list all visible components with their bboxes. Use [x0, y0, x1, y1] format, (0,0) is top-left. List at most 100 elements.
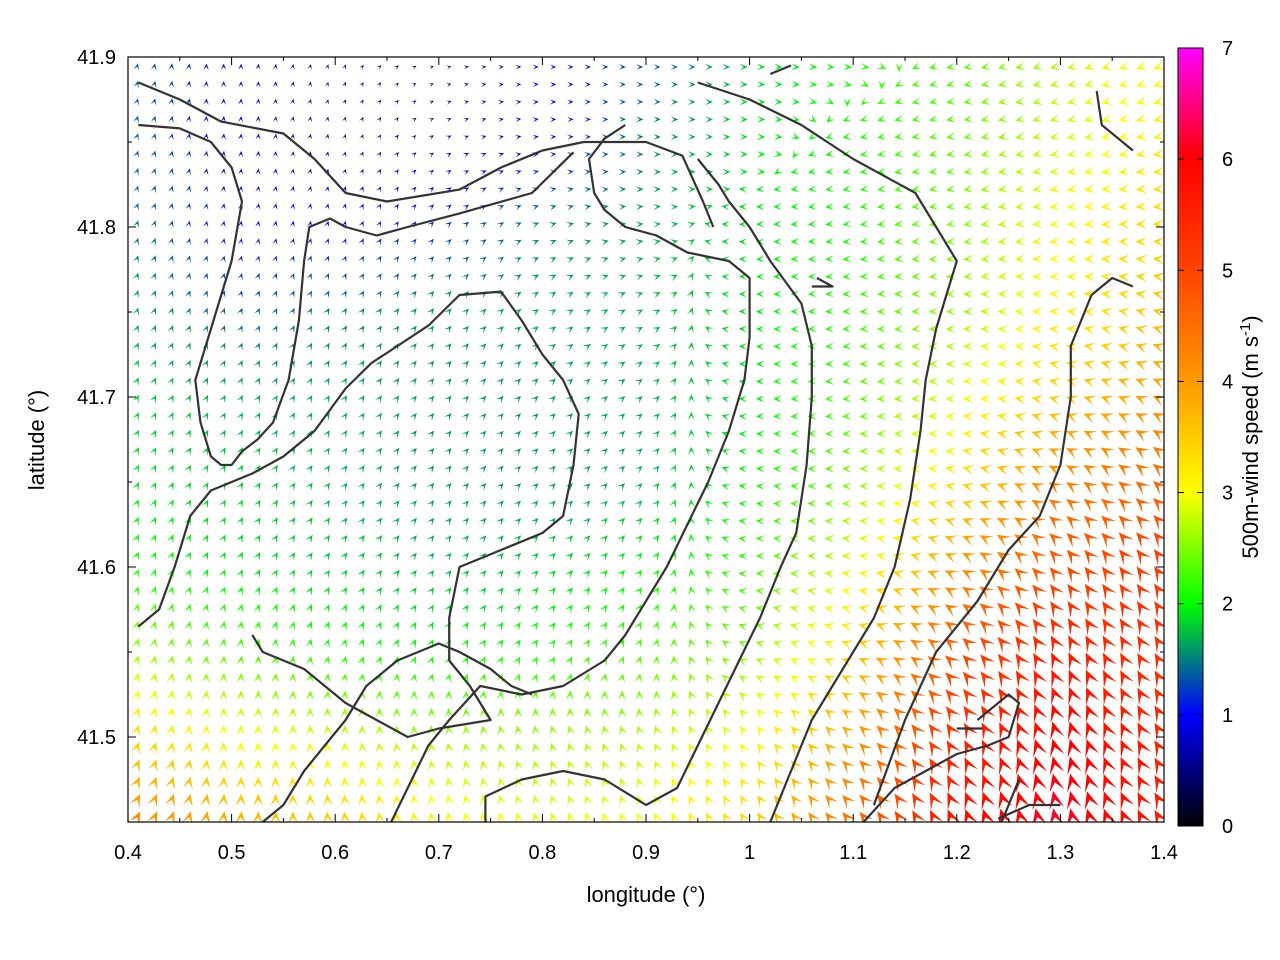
wind-arrow [705, 326, 714, 334]
wind-arrow [671, 795, 681, 807]
wind-arrow [513, 291, 522, 299]
wind-arrow [480, 777, 489, 789]
wind-arrow [686, 255, 695, 265]
wind-arrow [185, 115, 192, 123]
wind-arrow [1100, 447, 1116, 460]
wind-arrow [131, 620, 140, 632]
wind-arrow [1103, 808, 1116, 822]
wind-arrow [1152, 412, 1164, 425]
wind-arrow [444, 673, 452, 684]
wind-arrow [670, 168, 679, 176]
wind-arrow [617, 500, 626, 509]
wind-arrow [1135, 464, 1151, 478]
wind-arrow [288, 360, 295, 369]
wind-arrow [1152, 325, 1164, 336]
wind-arrow [1154, 740, 1164, 759]
wind-arrow [945, 411, 957, 421]
wind-arrow [669, 291, 678, 299]
wind-arrow [773, 220, 782, 228]
wind-arrow [1119, 549, 1134, 566]
wind-arrow [944, 655, 961, 670]
wind-arrow [930, 809, 944, 822]
x-tick-label: 0.7 [425, 842, 453, 864]
wind-arrow [133, 150, 139, 159]
wind-arrow [132, 290, 139, 299]
wind-arrow [149, 551, 157, 561]
wind-arrow [704, 239, 714, 246]
wind-arrow [793, 149, 801, 159]
wind-arrow [270, 447, 278, 456]
wind-arrow [428, 83, 434, 88]
wind-arrow [755, 517, 765, 525]
wind-arrow [1015, 79, 1026, 88]
wind-arrow [997, 342, 1009, 352]
wind-arrow [619, 760, 628, 772]
wind-arrow [1135, 201, 1148, 212]
wind-arrow [721, 553, 731, 561]
wind-arrow [652, 292, 661, 299]
wind-arrow [374, 604, 382, 614]
wind-arrow [444, 378, 452, 387]
wind-arrow [530, 326, 539, 334]
wind-arrow [393, 82, 399, 88]
wind-arrow [808, 149, 818, 157]
wind-arrow [945, 342, 956, 351]
wind-arrow [688, 481, 696, 491]
wind-arrow [651, 517, 660, 527]
wind-arrow [150, 185, 157, 194]
wind-arrow [705, 795, 716, 808]
wind-arrow [859, 324, 869, 333]
wind-arrow [340, 308, 347, 316]
wind-arrow [636, 777, 646, 789]
wind-arrow [1136, 549, 1152, 566]
wind-arrow [1135, 430, 1150, 442]
wind-arrow [841, 622, 854, 632]
wind-arrow [1100, 395, 1115, 406]
wind-arrow [547, 639, 556, 649]
wind-arrow [617, 292, 626, 299]
wind-arrow [340, 569, 348, 579]
wind-arrow [357, 552, 365, 561]
wind-arrow [271, 377, 278, 386]
wind-arrow [600, 204, 609, 211]
wind-arrow [340, 811, 350, 822]
wind-arrow [270, 603, 278, 614]
wind-arrow [133, 115, 139, 124]
wind-arrow [375, 290, 382, 299]
wind-arrow [1102, 583, 1117, 601]
wind-arrow [1100, 307, 1113, 318]
wind-arrow [616, 569, 625, 579]
wind-arrow [1100, 254, 1113, 265]
wind-arrow [201, 707, 211, 719]
wind-arrow [392, 412, 400, 422]
wind-arrow [392, 673, 400, 684]
wind-arrow [444, 308, 452, 317]
wind-arrow [203, 220, 209, 228]
wind-arrow [996, 534, 1012, 547]
wind-arrow [704, 309, 714, 317]
wind-arrow [981, 739, 996, 758]
wind-arrow [894, 79, 905, 87]
wind-arrow [495, 535, 504, 544]
wind-arrow [876, 342, 887, 351]
wind-arrow [911, 202, 922, 211]
wind-arrow [1085, 652, 1100, 671]
wind-arrow [1066, 201, 1078, 211]
wind-arrow [1100, 464, 1116, 477]
wind-arrow [670, 638, 678, 648]
wind-arrow [1031, 395, 1044, 405]
wind-arrow [653, 81, 661, 88]
wind-arrow [565, 430, 574, 439]
wind-arrow [374, 482, 383, 491]
wind-arrow [997, 79, 1009, 88]
wind-arrow [669, 482, 676, 491]
wind-arrow [963, 97, 974, 106]
wind-arrow [841, 464, 852, 473]
wind-arrow [1120, 756, 1135, 776]
wind-arrow [600, 690, 609, 701]
wind-arrow [133, 63, 140, 71]
wind-arrow [253, 569, 261, 579]
wind-arrow [789, 569, 800, 578]
wind-arrow [858, 499, 870, 509]
wind-arrow [910, 622, 925, 634]
